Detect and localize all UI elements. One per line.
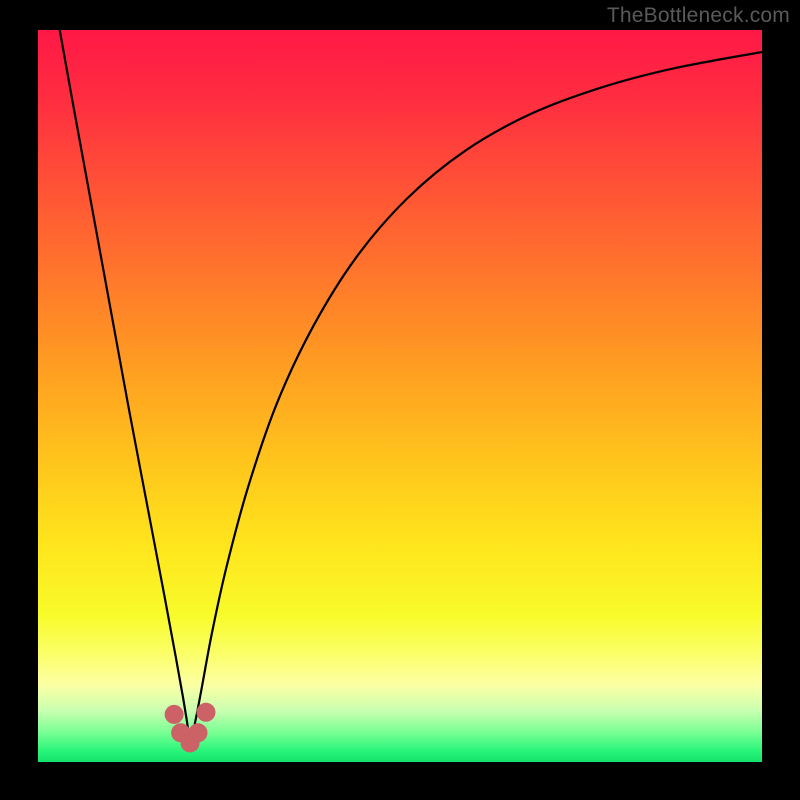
plot-background	[38, 30, 762, 762]
marker-point	[197, 703, 215, 721]
bottleneck-chart	[0, 0, 800, 800]
watermark-label: TheBottleneck.com	[607, 4, 790, 28]
marker-point	[165, 705, 183, 723]
chart-container: TheBottleneck.com	[0, 0, 800, 800]
marker-point	[189, 724, 207, 742]
